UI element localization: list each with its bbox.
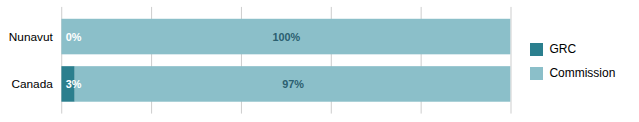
svg-text:3%: 3% xyxy=(66,78,82,90)
html-text:Commission: Commission xyxy=(549,66,616,80)
svg-text:97%: 97% xyxy=(282,78,304,90)
svg-text:Nunavut: Nunavut xyxy=(9,30,54,44)
svg-text:0%: 0% xyxy=(66,30,82,42)
html-text:GRC: GRC xyxy=(549,42,576,56)
svg-text:100%: 100% xyxy=(272,30,300,42)
svg-text:Canada: Canada xyxy=(11,77,53,91)
